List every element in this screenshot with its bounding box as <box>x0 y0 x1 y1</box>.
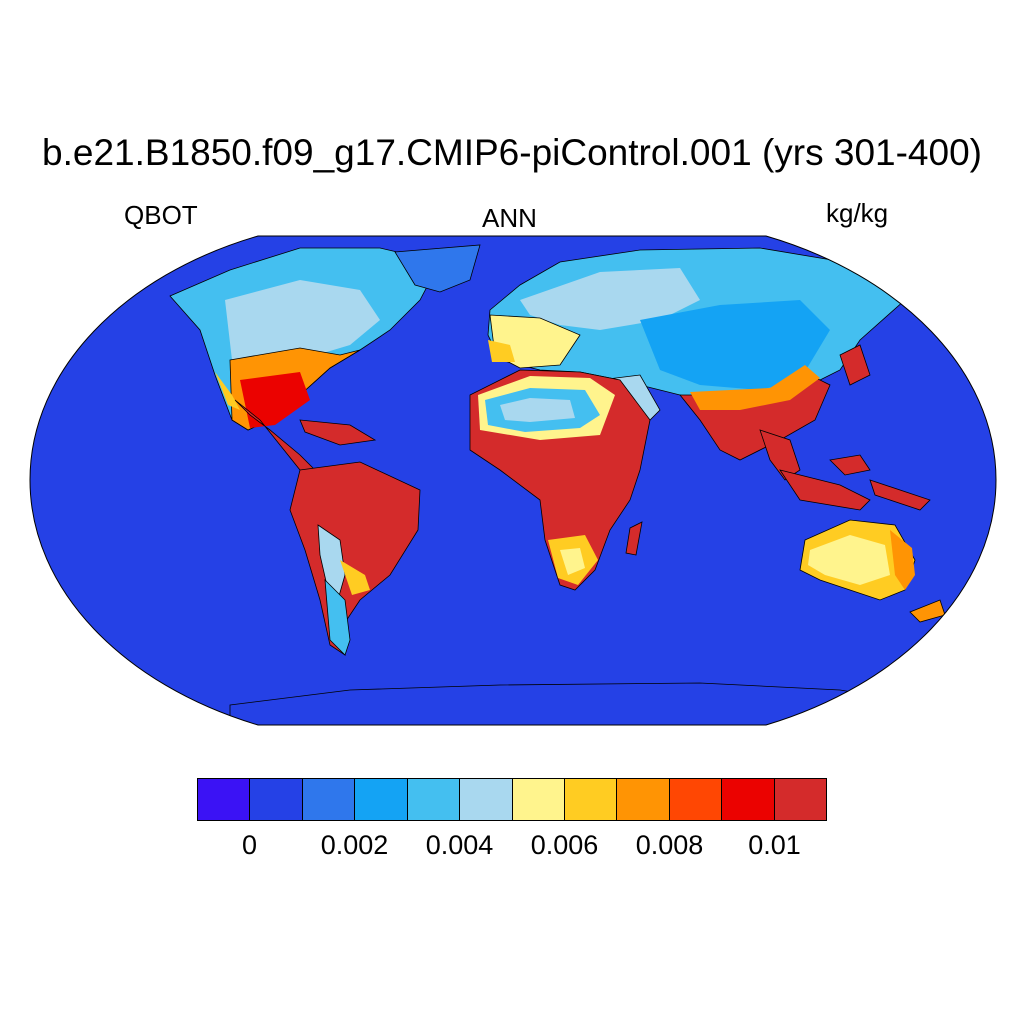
colorbar-tick-label: 0.002 <box>320 830 389 860</box>
colorbar-segment <box>302 779 356 820</box>
antarctica <box>229 682 901 725</box>
colorbar-segment <box>407 779 461 820</box>
colorbar-segment <box>564 779 618 820</box>
plot-title: b.e21.B1850.f09_g17.CMIP6-piControl.001 … <box>42 132 982 173</box>
south-america <box>289 461 421 656</box>
colorbar <box>197 778 827 821</box>
africa <box>469 369 651 591</box>
units-label: kg/kg <box>826 198 889 228</box>
eurasia <box>487 247 906 481</box>
colorbar-segment <box>355 779 408 820</box>
colorbar-tick-label: 0 <box>241 830 258 860</box>
colorbar-segment <box>722 779 775 820</box>
north-america <box>169 244 481 476</box>
map-border <box>29 235 997 726</box>
australia <box>799 519 946 623</box>
colorbar-segment <box>460 779 513 820</box>
variable-label: QBOT <box>124 200 198 230</box>
colorbar-tick-label: 0.008 <box>635 830 704 860</box>
colorbar-segment <box>774 779 827 820</box>
colorbar-tick-label: 0.01 <box>748 830 801 860</box>
colorbar-segment <box>250 779 303 820</box>
colorbar-segment <box>617 779 670 820</box>
colorbar-segment <box>669 779 723 820</box>
maritime-asia <box>779 454 931 511</box>
colorbar-tick-label: 0.006 <box>530 830 599 860</box>
colorbar-segment <box>198 779 251 820</box>
colorbar-tick-label: 0.004 <box>425 830 494 860</box>
season-label: ANN <box>482 203 537 233</box>
colorbar-segment <box>512 779 565 820</box>
